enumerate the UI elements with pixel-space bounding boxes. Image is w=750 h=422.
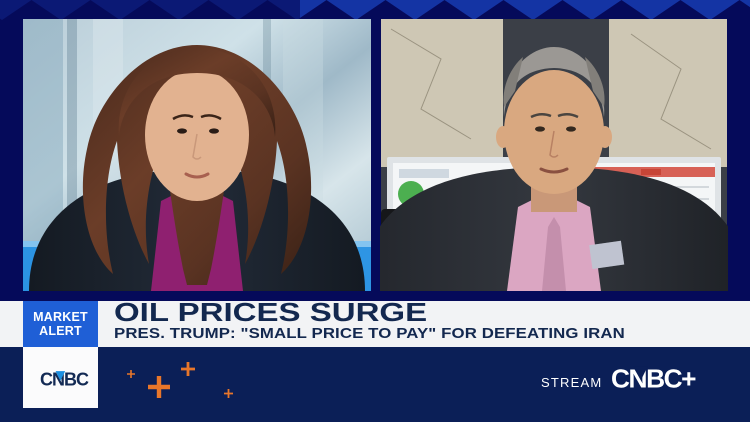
svg-text:CNBC+: CNBC+ bbox=[611, 363, 696, 393]
